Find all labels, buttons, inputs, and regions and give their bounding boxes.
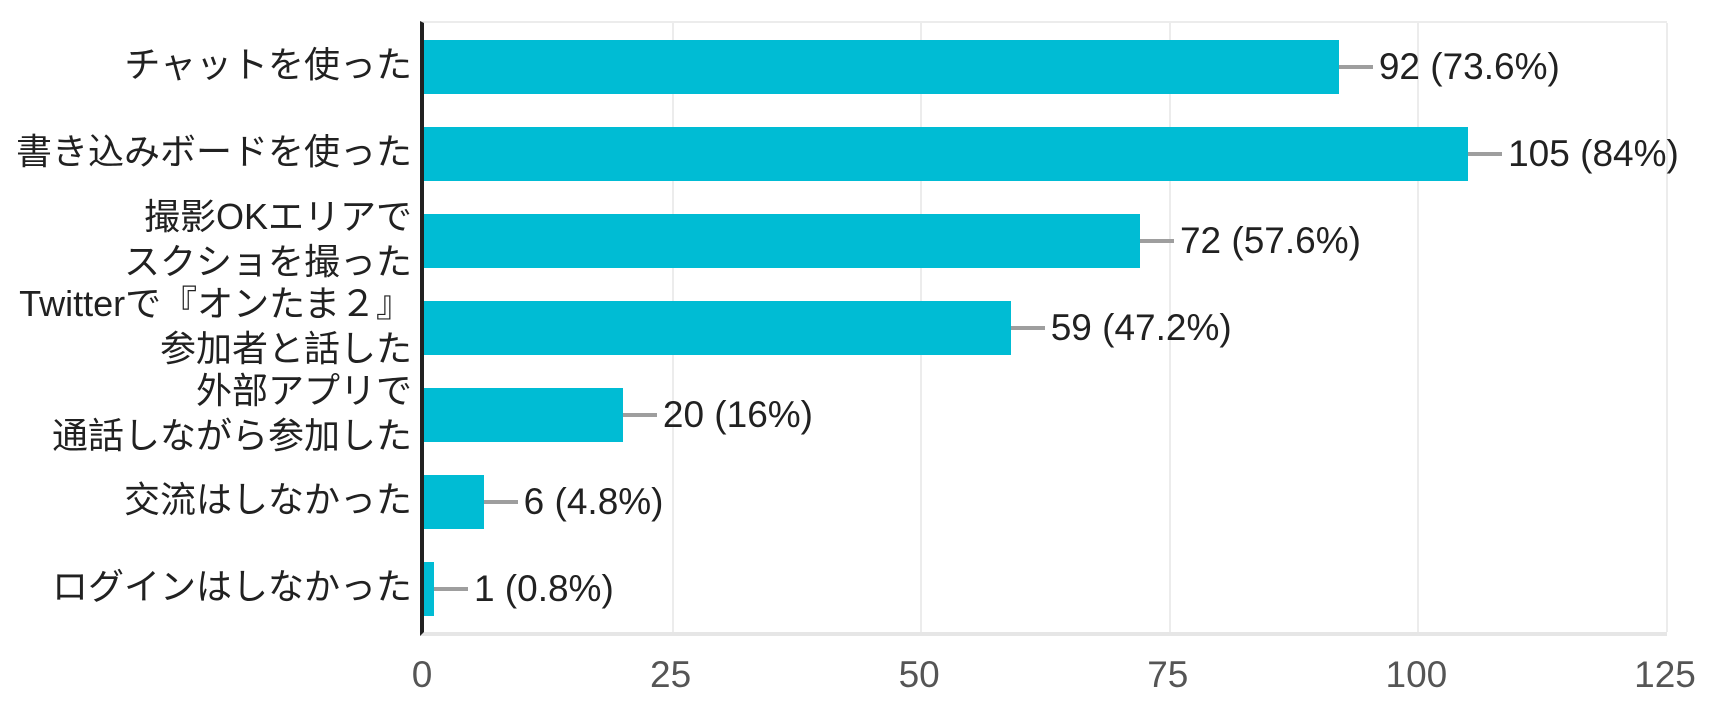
- category-label: 撮影OKエリアで スクショを撮った: [0, 195, 412, 282]
- bar: [424, 474, 484, 529]
- category-label: 書き込みボードを使った: [0, 108, 412, 195]
- bar-row: 92 (73.6%): [424, 23, 1667, 110]
- bar-row: 105 (84%): [424, 110, 1679, 197]
- category-axis-labels: チャットを使った書き込みボードを使った撮影OKエリアで スクショを撮った Twitt…: [0, 21, 412, 630]
- x-axis: 0 25 50 75 100 125: [0, 650, 1716, 708]
- x-tick-label-75: 75: [1147, 654, 1189, 695]
- bar: [424, 126, 1469, 181]
- bar: [424, 300, 1011, 355]
- category-label-line: 外部アプリで: [195, 369, 412, 411]
- value-label: 72 (57.6%): [1179, 219, 1361, 261]
- value-label: 105 (84%): [1508, 132, 1679, 174]
- value-label: 6 (4.8%): [523, 480, 664, 522]
- x-tick-label-25: 25: [650, 654, 692, 695]
- value-label: 59 (47.2%): [1050, 306, 1232, 348]
- leader-line: [433, 586, 468, 591]
- leader-line: [1338, 64, 1373, 69]
- value-label: 1 (0.8%): [473, 567, 614, 609]
- leader-line: [622, 412, 657, 417]
- leader-line: [1010, 325, 1045, 330]
- bar: [424, 39, 1339, 94]
- bar-row: 1 (0.8%): [424, 545, 1667, 632]
- bar: [424, 213, 1140, 268]
- category-label-line: 書き込みボードを使った: [15, 131, 412, 172]
- bar-row: 72 (57.6%): [424, 197, 1667, 284]
- category-label: 交流はしなかった: [0, 456, 412, 543]
- plot-area: 92 (73.6%) 105 (84%) 72 (57.6%) 59 (47.2%) 2…: [420, 21, 1679, 636]
- leader-line: [483, 499, 518, 504]
- x-tick-label-125: 125: [1634, 654, 1696, 695]
- x-tick-label-0: 0: [411, 654, 433, 695]
- value-label: 92 (73.6%): [1378, 45, 1560, 87]
- category-label-line: ログインはしなかった: [51, 566, 412, 607]
- category-label-line: Twitterで『オンたま２』: [19, 282, 412, 324]
- gridline-75: [1168, 23, 1171, 632]
- bar-row: 6 (4.8%): [424, 458, 1667, 545]
- gridline-100: [1417, 23, 1420, 632]
- leader-line: [1139, 238, 1174, 243]
- category-label-line: 参加者と話した: [159, 327, 412, 369]
- bar-row: 59 (47.2%): [424, 284, 1667, 371]
- gridline-125: [1666, 23, 1668, 632]
- category-label-line: 撮影OKエリアで: [143, 195, 412, 237]
- category-label-line: 交流はしなかった: [123, 479, 412, 520]
- value-label: 20 (16%): [662, 393, 814, 435]
- bar-row: 20 (16%): [424, 371, 1667, 458]
- category-label: ログインはしなかった: [0, 543, 412, 630]
- category-label-line: スクショを撮った: [123, 240, 412, 282]
- x-tick-label-50: 50: [898, 654, 940, 695]
- bar: [424, 561, 434, 616]
- category-label: チャットを使った: [0, 21, 412, 108]
- category-label: 外部アプリで 通話しながら参加した: [0, 369, 412, 456]
- leader-line: [1468, 151, 1503, 156]
- category-label-line: チャットを使った: [124, 44, 412, 85]
- category-label-line: 通話しながら参加した: [51, 414, 412, 456]
- x-tick-label-100: 100: [1385, 654, 1448, 695]
- category-label: Twitterで『オンたま２』 参加者と話した: [0, 282, 412, 369]
- bar: [424, 387, 623, 442]
